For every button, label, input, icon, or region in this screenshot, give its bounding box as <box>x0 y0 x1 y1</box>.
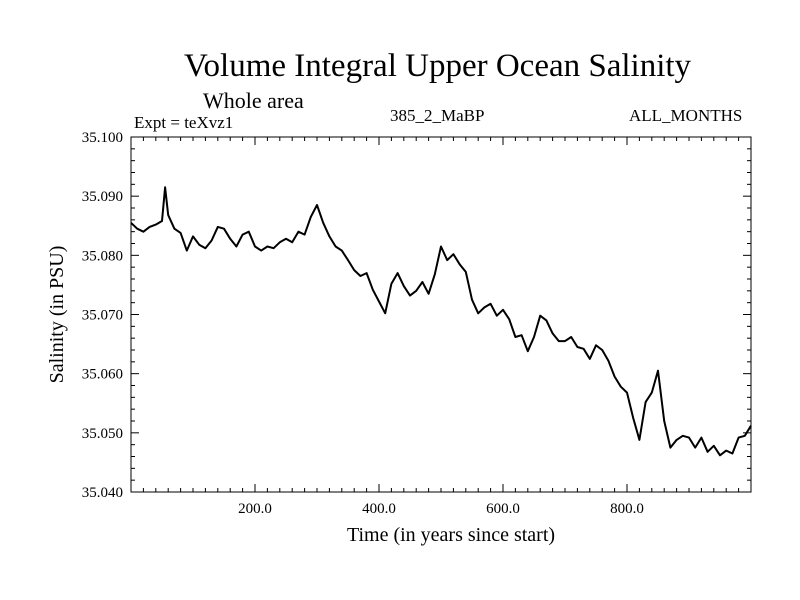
x-tick-label: 200.0 <box>238 501 272 517</box>
y-tick-label: 35.090 <box>82 189 123 205</box>
plot-frame <box>130 136 752 493</box>
y-axis-label: Salinity (in PSU) <box>46 246 68 384</box>
chart-title: Volume Integral Upper Ocean Salinity <box>183 48 692 84</box>
months-label: ALL_MONTHS <box>629 106 743 125</box>
y-tick-label: 35.050 <box>82 426 123 442</box>
x-tick-label: 600.0 <box>486 501 520 517</box>
x-tick-label: 400.0 <box>362 501 396 517</box>
y-tick-label: 35.100 <box>82 130 123 146</box>
tick-labels: 200.0 400.0 600.0 800.0 35.040 35.050 35.060 35… <box>82 130 644 517</box>
y-tick-label: 35.070 <box>82 308 123 324</box>
experiment-label: Expt = teXvz1 <box>134 113 234 132</box>
y-tick-label: 35.040 <box>82 485 123 501</box>
y-tick-label: 35.060 <box>82 367 123 383</box>
x-tick-label: 800.0 <box>610 501 644 517</box>
axis-ticks <box>131 137 751 492</box>
salinity-series-line <box>130 186 752 457</box>
run-label: 385_2_MaBP <box>390 106 485 125</box>
y-tick-label: 35.080 <box>82 248 123 264</box>
x-axis-label: Time (in years since start) <box>347 524 555 546</box>
chart-subtitle: Whole area <box>203 88 304 113</box>
